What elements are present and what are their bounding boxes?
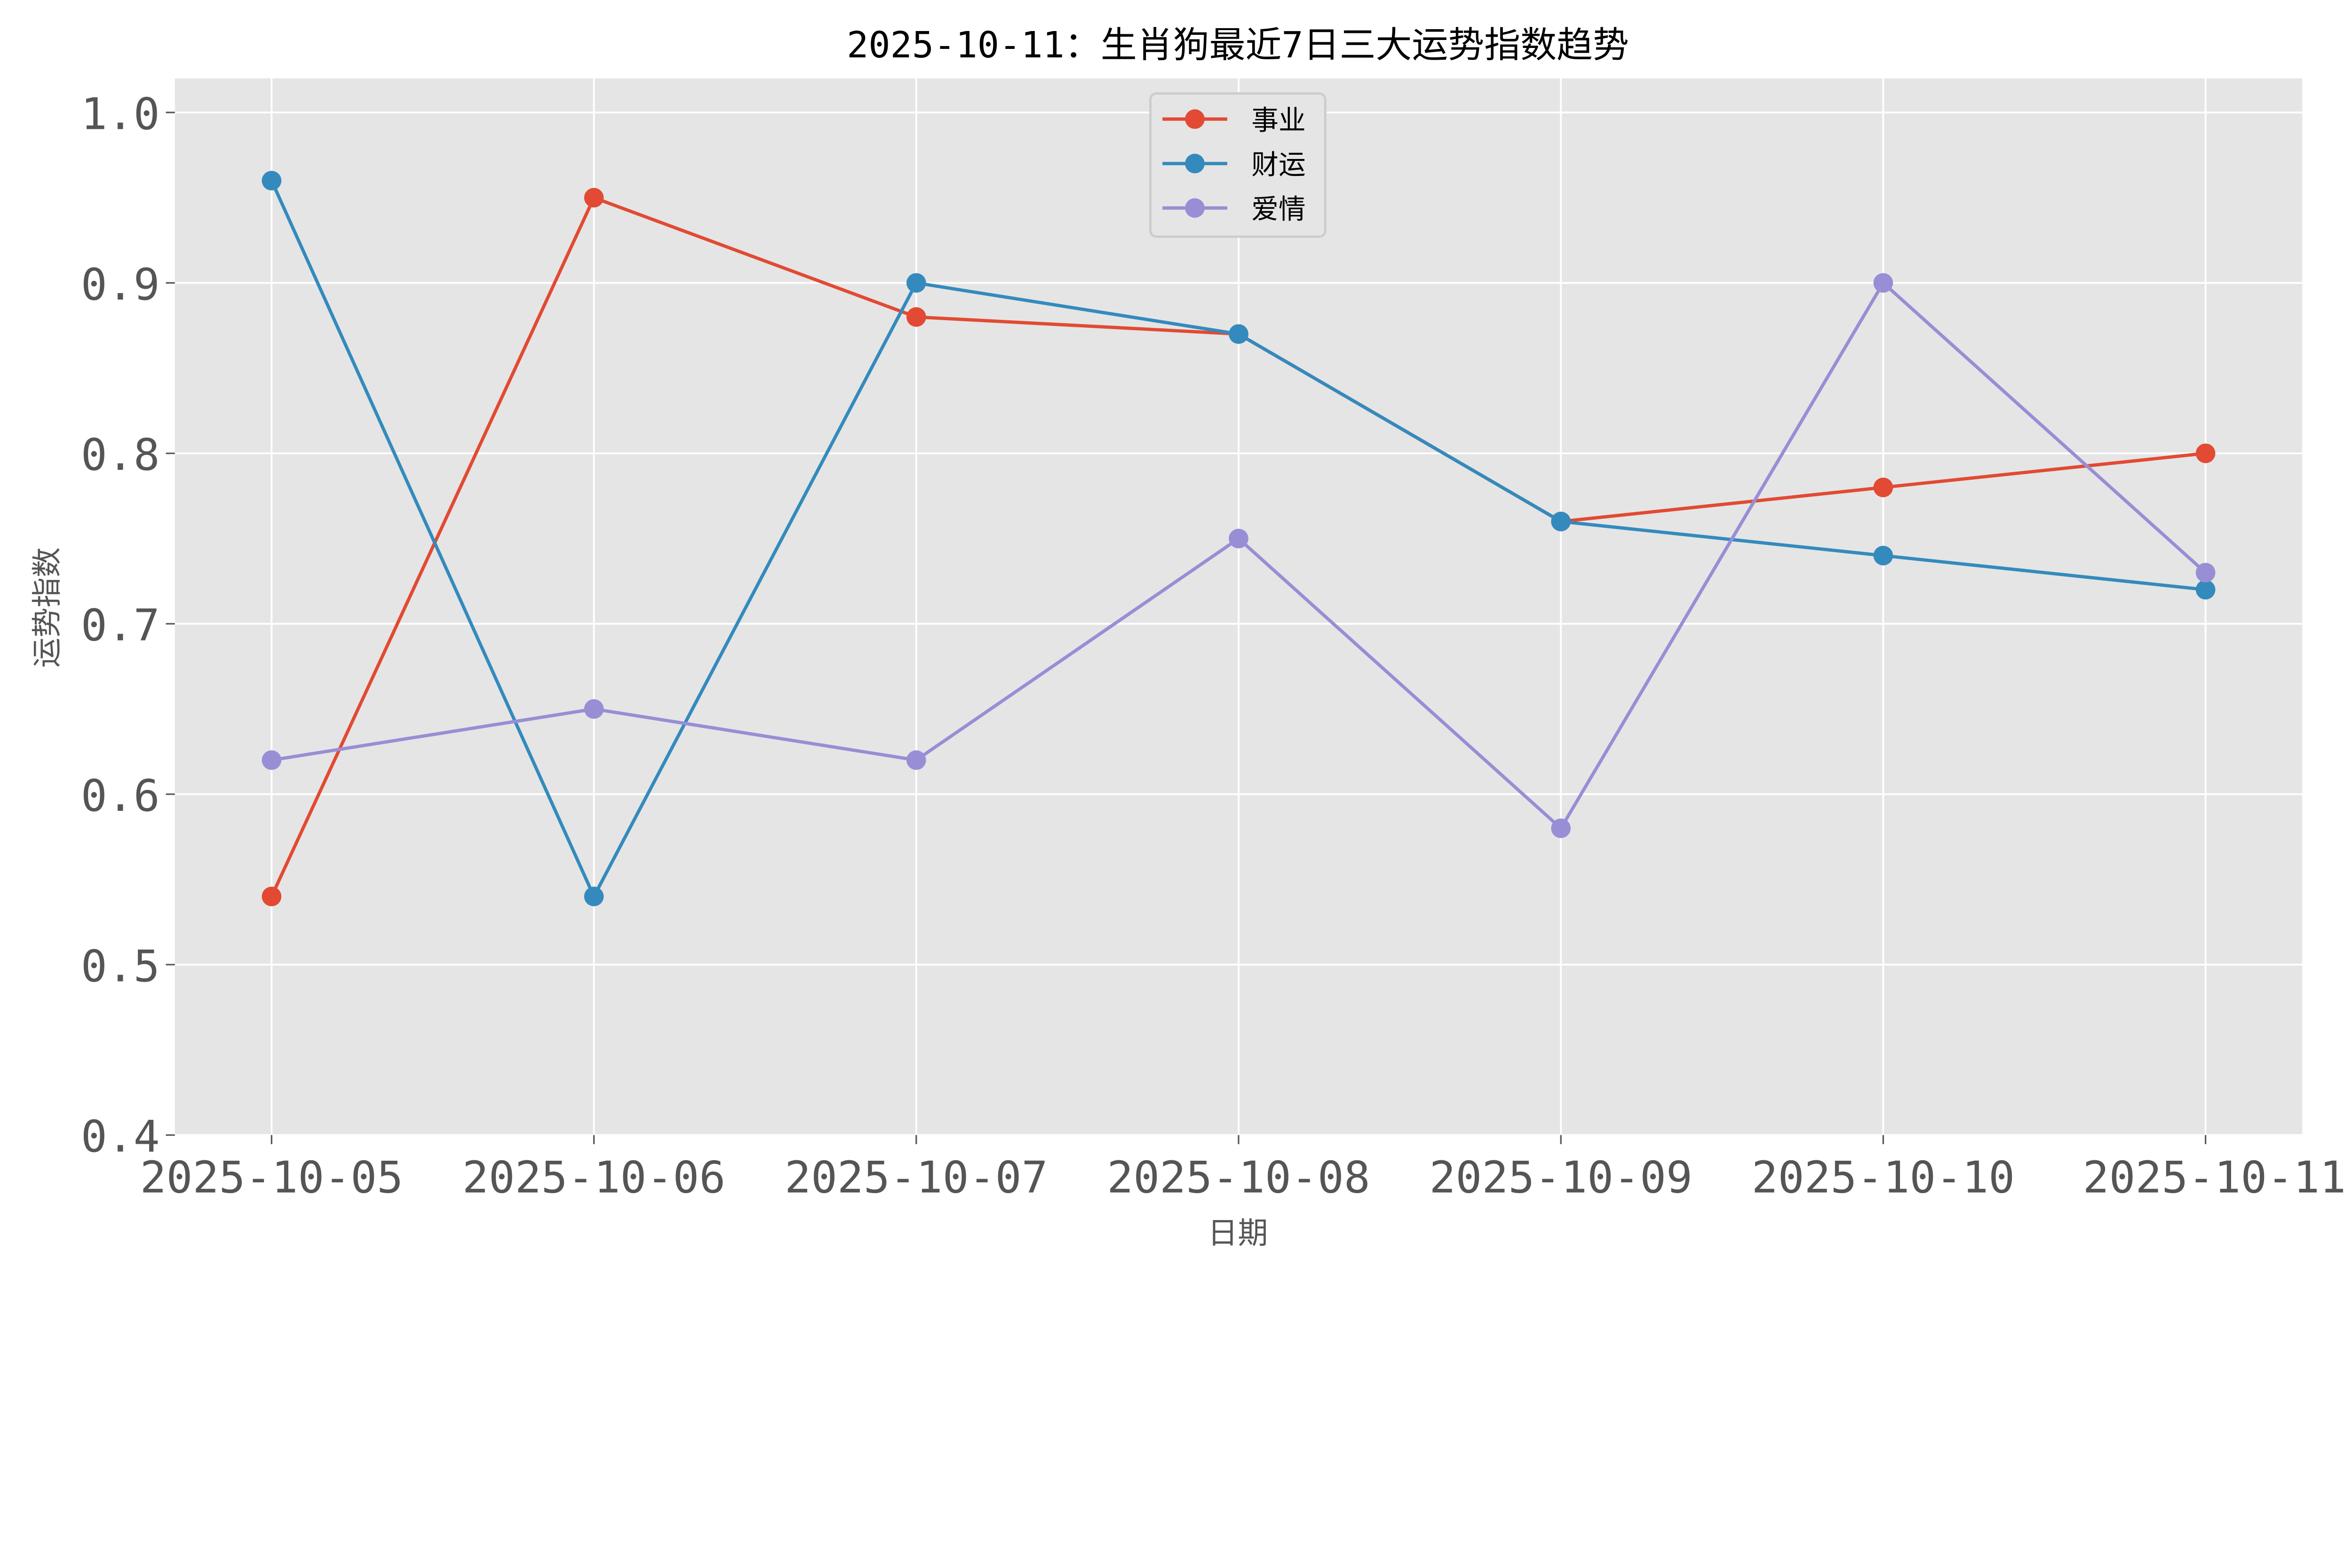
y-tick-label: 0.4	[81, 1111, 160, 1162]
data-point-1	[584, 887, 604, 906]
x-tick-label: 2025-10-06	[462, 1152, 726, 1203]
data-point-0	[584, 188, 604, 208]
data-point-0	[262, 887, 282, 906]
y-tick-label: 0.9	[81, 259, 160, 310]
data-point-2	[584, 699, 604, 719]
chart-title: 2025-10-11：生肖狗最近7日三大运势指数趋势	[847, 24, 1629, 66]
y-tick-label: 0.6	[81, 770, 160, 821]
data-point-2	[1229, 529, 1248, 548]
data-point-0	[1873, 477, 1893, 498]
data-point-1	[2195, 579, 2216, 600]
data-point-0	[2195, 443, 2216, 463]
data-point-1	[1551, 512, 1571, 531]
legend-marker-1	[1185, 153, 1205, 174]
y-tick-label: 0.7	[81, 600, 160, 651]
data-point-2	[906, 750, 926, 770]
legend-marker-2	[1185, 198, 1205, 218]
x-tick-label: 2025-10-10	[1752, 1152, 2015, 1203]
legend-label: 财运	[1251, 149, 1305, 181]
data-point-1	[906, 273, 926, 293]
data-point-2	[1551, 818, 1571, 838]
x-tick-label: 2025-10-05	[140, 1152, 404, 1203]
data-point-1	[1229, 324, 1248, 344]
y-tick-label: 0.8	[81, 429, 160, 480]
x-tick-label: 2025-10-08	[1107, 1152, 1370, 1203]
data-point-2	[262, 750, 282, 770]
data-point-1	[262, 171, 282, 190]
line-chart: 0.4 0.5 0.6 0.7 0.8 0.9 1.0 2025-10-05 2025-10-0…	[30, 24, 2346, 1251]
data-point-2	[1873, 273, 1893, 293]
x-tick-label: 2025-10-07	[785, 1152, 1048, 1203]
data-point-1	[1873, 546, 1893, 566]
data-point-2	[2195, 562, 2216, 583]
x-tick-label: 2025-10-09	[1429, 1152, 1692, 1203]
legend-label: 事业	[1251, 104, 1305, 136]
data-point-0	[906, 307, 926, 327]
x-axis-label: 日期	[1208, 1216, 1268, 1251]
x-tick-label: 2025-10-11	[2083, 1152, 2346, 1203]
y-tick-label: 0.5	[81, 941, 160, 991]
legend-label: 爱情	[1251, 193, 1305, 225]
legend-marker-0	[1185, 109, 1205, 129]
y-axis-label: 运势指数	[30, 547, 65, 667]
y-tick-label: 1.0	[81, 88, 160, 139]
